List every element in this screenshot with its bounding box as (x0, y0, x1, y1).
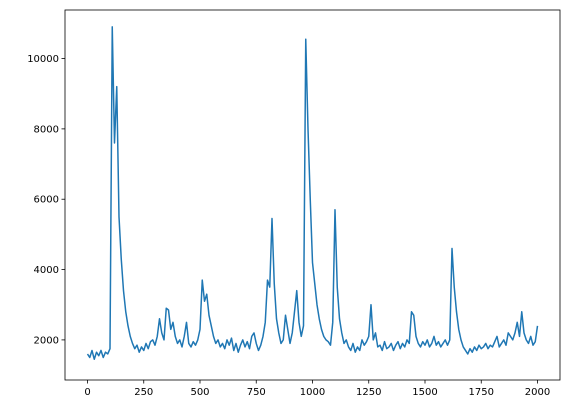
y-tick-label: 8000 (34, 124, 59, 135)
x-tick-label: 250 (134, 387, 153, 398)
data-line (86, 26, 539, 360)
x-tick-label: 500 (190, 387, 209, 398)
x-tick-label: 1250 (356, 387, 381, 398)
x-tick-label: 2000 (525, 387, 550, 398)
x-tick-label: 0 (84, 387, 90, 398)
x-tick-label: 1000 (300, 387, 325, 398)
y-tick-label: 4000 (34, 265, 59, 276)
x-tick-label: 1750 (469, 387, 494, 398)
plot-frame (64, 9, 561, 381)
y-tick-label: 2000 (34, 335, 59, 346)
y-tick-label: 10000 (27, 54, 59, 65)
x-tick-label: 750 (247, 387, 266, 398)
y-tick-label: 6000 (34, 195, 59, 206)
x-tick-label: 1500 (412, 387, 437, 398)
